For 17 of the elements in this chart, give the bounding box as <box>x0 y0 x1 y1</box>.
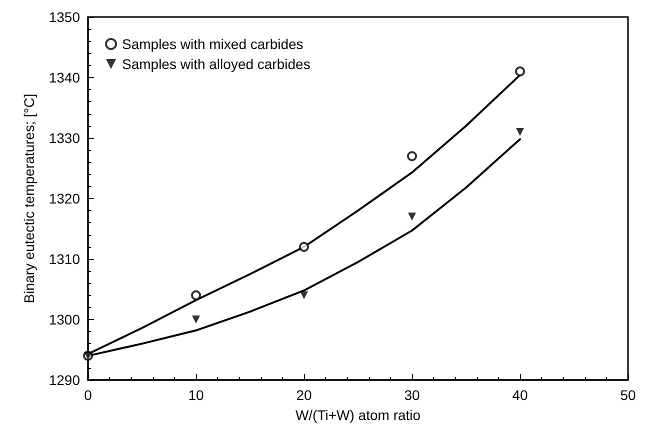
x-tick-label: 20 <box>296 387 312 403</box>
legend-label: Samples with alloyed carbides <box>122 56 310 72</box>
y-tick-label: 1350 <box>48 9 80 25</box>
y-tick-label: 1320 <box>48 190 80 206</box>
x-tick-label: 10 <box>188 387 204 403</box>
legend-label: Samples with mixed carbides <box>122 36 304 52</box>
y-axis-title: Binary eutectic temperatures; [°C] <box>21 94 37 304</box>
x-tick-label: 30 <box>404 387 420 403</box>
y-tick-label: 1290 <box>48 372 80 388</box>
y-tick-label: 1330 <box>48 130 80 146</box>
x-axis-title: W/(Ti+W) atom ratio <box>295 407 421 423</box>
y-tick-label: 1310 <box>48 251 80 267</box>
y-tick-label: 1340 <box>48 70 80 86</box>
y-tick-label: 1300 <box>48 312 80 328</box>
x-tick-label: 50 <box>620 387 636 403</box>
x-tick-label: 0 <box>84 387 92 403</box>
x-tick-label: 40 <box>512 387 528 403</box>
